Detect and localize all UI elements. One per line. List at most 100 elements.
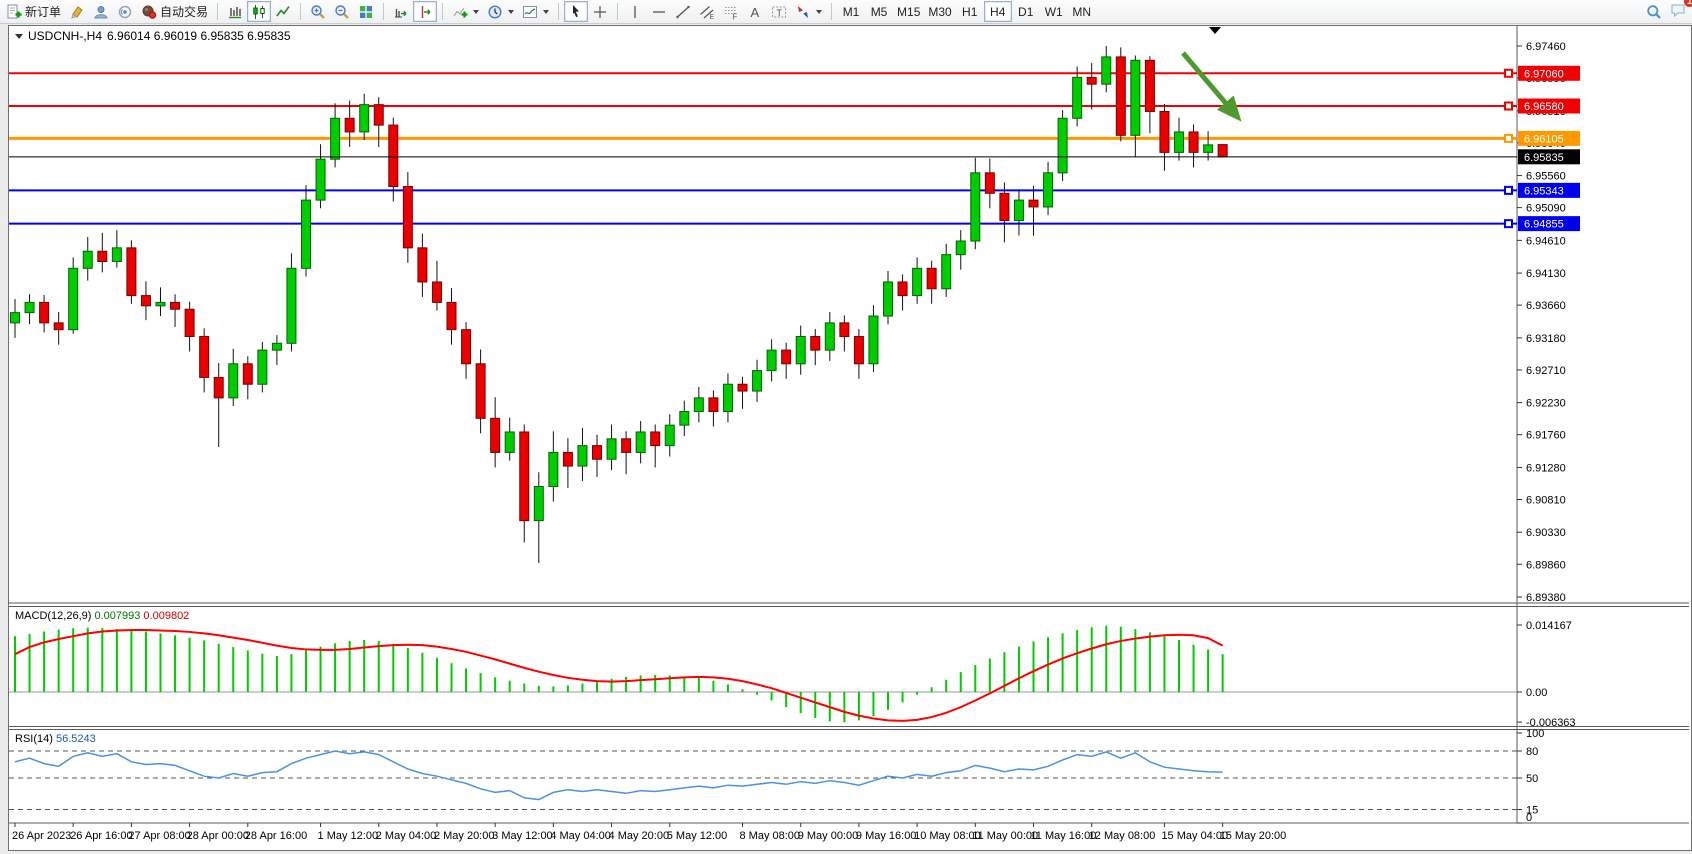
horizontal-line[interactable] (9, 185, 1517, 195)
trend-arrow-annotation[interactable] (1181, 51, 1242, 122)
timeframe-h4-button[interactable]: H4 (983, 1, 1012, 22)
symbol-menu-icon[interactable] (15, 33, 23, 39)
zoom-out-button[interactable] (330, 1, 354, 22)
templates-button[interactable] (518, 1, 553, 22)
timeframe-mn-button[interactable]: MN (1068, 1, 1096, 22)
zoom-in-button[interactable] (306, 1, 330, 22)
macd-histogram (14, 625, 1224, 723)
timeframe-m15-button[interactable]: M15 (893, 1, 924, 22)
new-order-label: 新订单 (25, 5, 62, 19)
template-icon (523, 5, 538, 18)
line-chart-button[interactable] (271, 1, 295, 22)
auto-trading-button[interactable]: 自动交易 (137, 1, 212, 22)
svg-text:6.95343: 6.95343 (1524, 185, 1564, 197)
text-label-icon: T (772, 6, 787, 17)
candlestick-chart-icon (253, 4, 265, 19)
chat-button[interactable] (1666, 0, 1690, 21)
toolbar-separator (831, 3, 833, 20)
price-tag: 6.95835 (1518, 149, 1580, 165)
chart-window: USDCNH-,H4 6.96014 6.96019 6.95835 6.958… (8, 25, 1692, 851)
svg-text:12 May 08:00: 12 May 08:00 (1089, 830, 1156, 842)
timeframe-w1-button[interactable]: W1 (1040, 1, 1068, 22)
indicators-button[interactable] (448, 1, 483, 22)
styler-button[interactable] (65, 1, 89, 22)
svg-text:2 May 04:00: 2 May 04:00 (376, 830, 437, 842)
svg-text:6.90810: 6.90810 (1526, 494, 1566, 506)
chart-shift-marker[interactable] (1209, 27, 1221, 34)
dropdown-caret-icon (543, 9, 550, 14)
periods-button[interactable] (483, 1, 518, 22)
equidistant-channel-button[interactable]: E (695, 1, 719, 22)
rsi-axis: 100 80 50 150 (1517, 728, 1544, 824)
price-tag: 6.96580 (1518, 98, 1580, 114)
vertical-line-button[interactable] (623, 1, 647, 22)
auto-scroll-icon (395, 8, 407, 17)
timeframe-m1-button[interactable]: M1 (837, 1, 865, 22)
cursor-button[interactable] (564, 1, 589, 22)
chart-title: USDCNH-,H4 6.96014 6.96019 6.95835 6.958… (15, 29, 291, 43)
cursor-icon (573, 4, 580, 17)
profile-button[interactable] (89, 1, 113, 22)
svg-text:8 May 08:00: 8 May 08:00 (740, 830, 801, 842)
svg-text:6.89860: 6.89860 (1526, 559, 1566, 571)
text-icon: A (751, 5, 760, 20)
label-tool-button[interactable]: T (767, 1, 791, 22)
horizontal-line[interactable] (9, 133, 1517, 143)
auto-scroll-button[interactable] (389, 1, 413, 22)
horizontal-line[interactable] (9, 68, 1517, 78)
fibonacci-button[interactable]: F (719, 1, 743, 22)
dropdown-caret-icon (508, 9, 515, 14)
trendline-button[interactable] (671, 1, 695, 22)
price-chart-canvas[interactable]: 6.974606.969906.965106.960406.955606.950… (9, 26, 1689, 848)
timeframe-m5-button[interactable]: M5 (865, 1, 893, 22)
channel-icon: E (700, 5, 715, 20)
dropdown-caret-icon (473, 9, 480, 14)
broadcast-icon (118, 5, 132, 18)
arrows-tool-button[interactable] (791, 1, 826, 22)
new-order-button[interactable]: 新订单 (2, 1, 65, 22)
svg-text:F: F (733, 12, 738, 20)
svg-text:28 Apr 00:00: 28 Apr 00:00 (187, 830, 249, 842)
clock-icon (488, 4, 502, 19)
symbol-label: USDCNH-,H4 (28, 29, 103, 43)
svg-text:6.96105: 6.96105 (1524, 133, 1564, 145)
horizontal-line[interactable] (9, 101, 1517, 111)
horizontal-line-button[interactable] (647, 1, 671, 22)
svg-text:6.96580: 6.96580 (1524, 101, 1564, 113)
candlestick-chart-button[interactable] (247, 1, 272, 22)
timeframe-m30-button[interactable]: M30 (924, 1, 955, 22)
svg-text:11 May 00:00: 11 May 00:00 (972, 830, 1038, 842)
price-tag: 6.94855 (1518, 216, 1580, 232)
svg-text:10 May 08:00: 10 May 08:00 (914, 830, 981, 842)
bar-chart-button[interactable] (223, 1, 247, 22)
horizontal-line[interactable] (9, 219, 1517, 229)
chat-bubble-icon (1671, 4, 1685, 18)
crosshair-button[interactable] (588, 1, 612, 22)
svg-text:6.94610: 6.94610 (1526, 235, 1566, 247)
ohlc-values: 6.96014 6.96019 6.95835 6.95835 (107, 29, 291, 43)
horizontal-line-icon (653, 10, 666, 13)
search-button[interactable] (1642, 1, 1666, 22)
svg-text:26 Apr 2023: 26 Apr 2023 (12, 830, 71, 842)
timeframe-d1-button[interactable]: D1 (1012, 1, 1040, 22)
svg-text:80: 80 (1526, 746, 1538, 758)
crosshair-icon (594, 5, 607, 18)
price-tag: 6.96105 (1518, 130, 1580, 146)
toolbar-separator (217, 3, 219, 20)
svg-text:0: 0 (1526, 812, 1532, 824)
svg-text:A: A (751, 5, 760, 20)
signal-button[interactable] (113, 1, 137, 22)
svg-text:2 May 20:00: 2 May 20:00 (434, 830, 495, 842)
svg-text:6.91760: 6.91760 (1526, 430, 1566, 442)
svg-text:1 May 12:00: 1 May 12:00 (318, 830, 379, 842)
timeframe-group: M1 M5 M15 M30 H1 H4 D1 W1 MN (837, 1, 1096, 22)
chart-shift-button[interactable] (413, 1, 438, 22)
svg-text:26 Apr 16:00: 26 Apr 16:00 (70, 830, 132, 842)
timeframe-h1-button[interactable]: H1 (956, 1, 984, 22)
text-tool-button[interactable]: A (743, 1, 767, 22)
chart-shift-icon (421, 5, 431, 18)
svg-text:15: 15 (1526, 805, 1538, 817)
tile-windows-button[interactable] (354, 1, 378, 22)
